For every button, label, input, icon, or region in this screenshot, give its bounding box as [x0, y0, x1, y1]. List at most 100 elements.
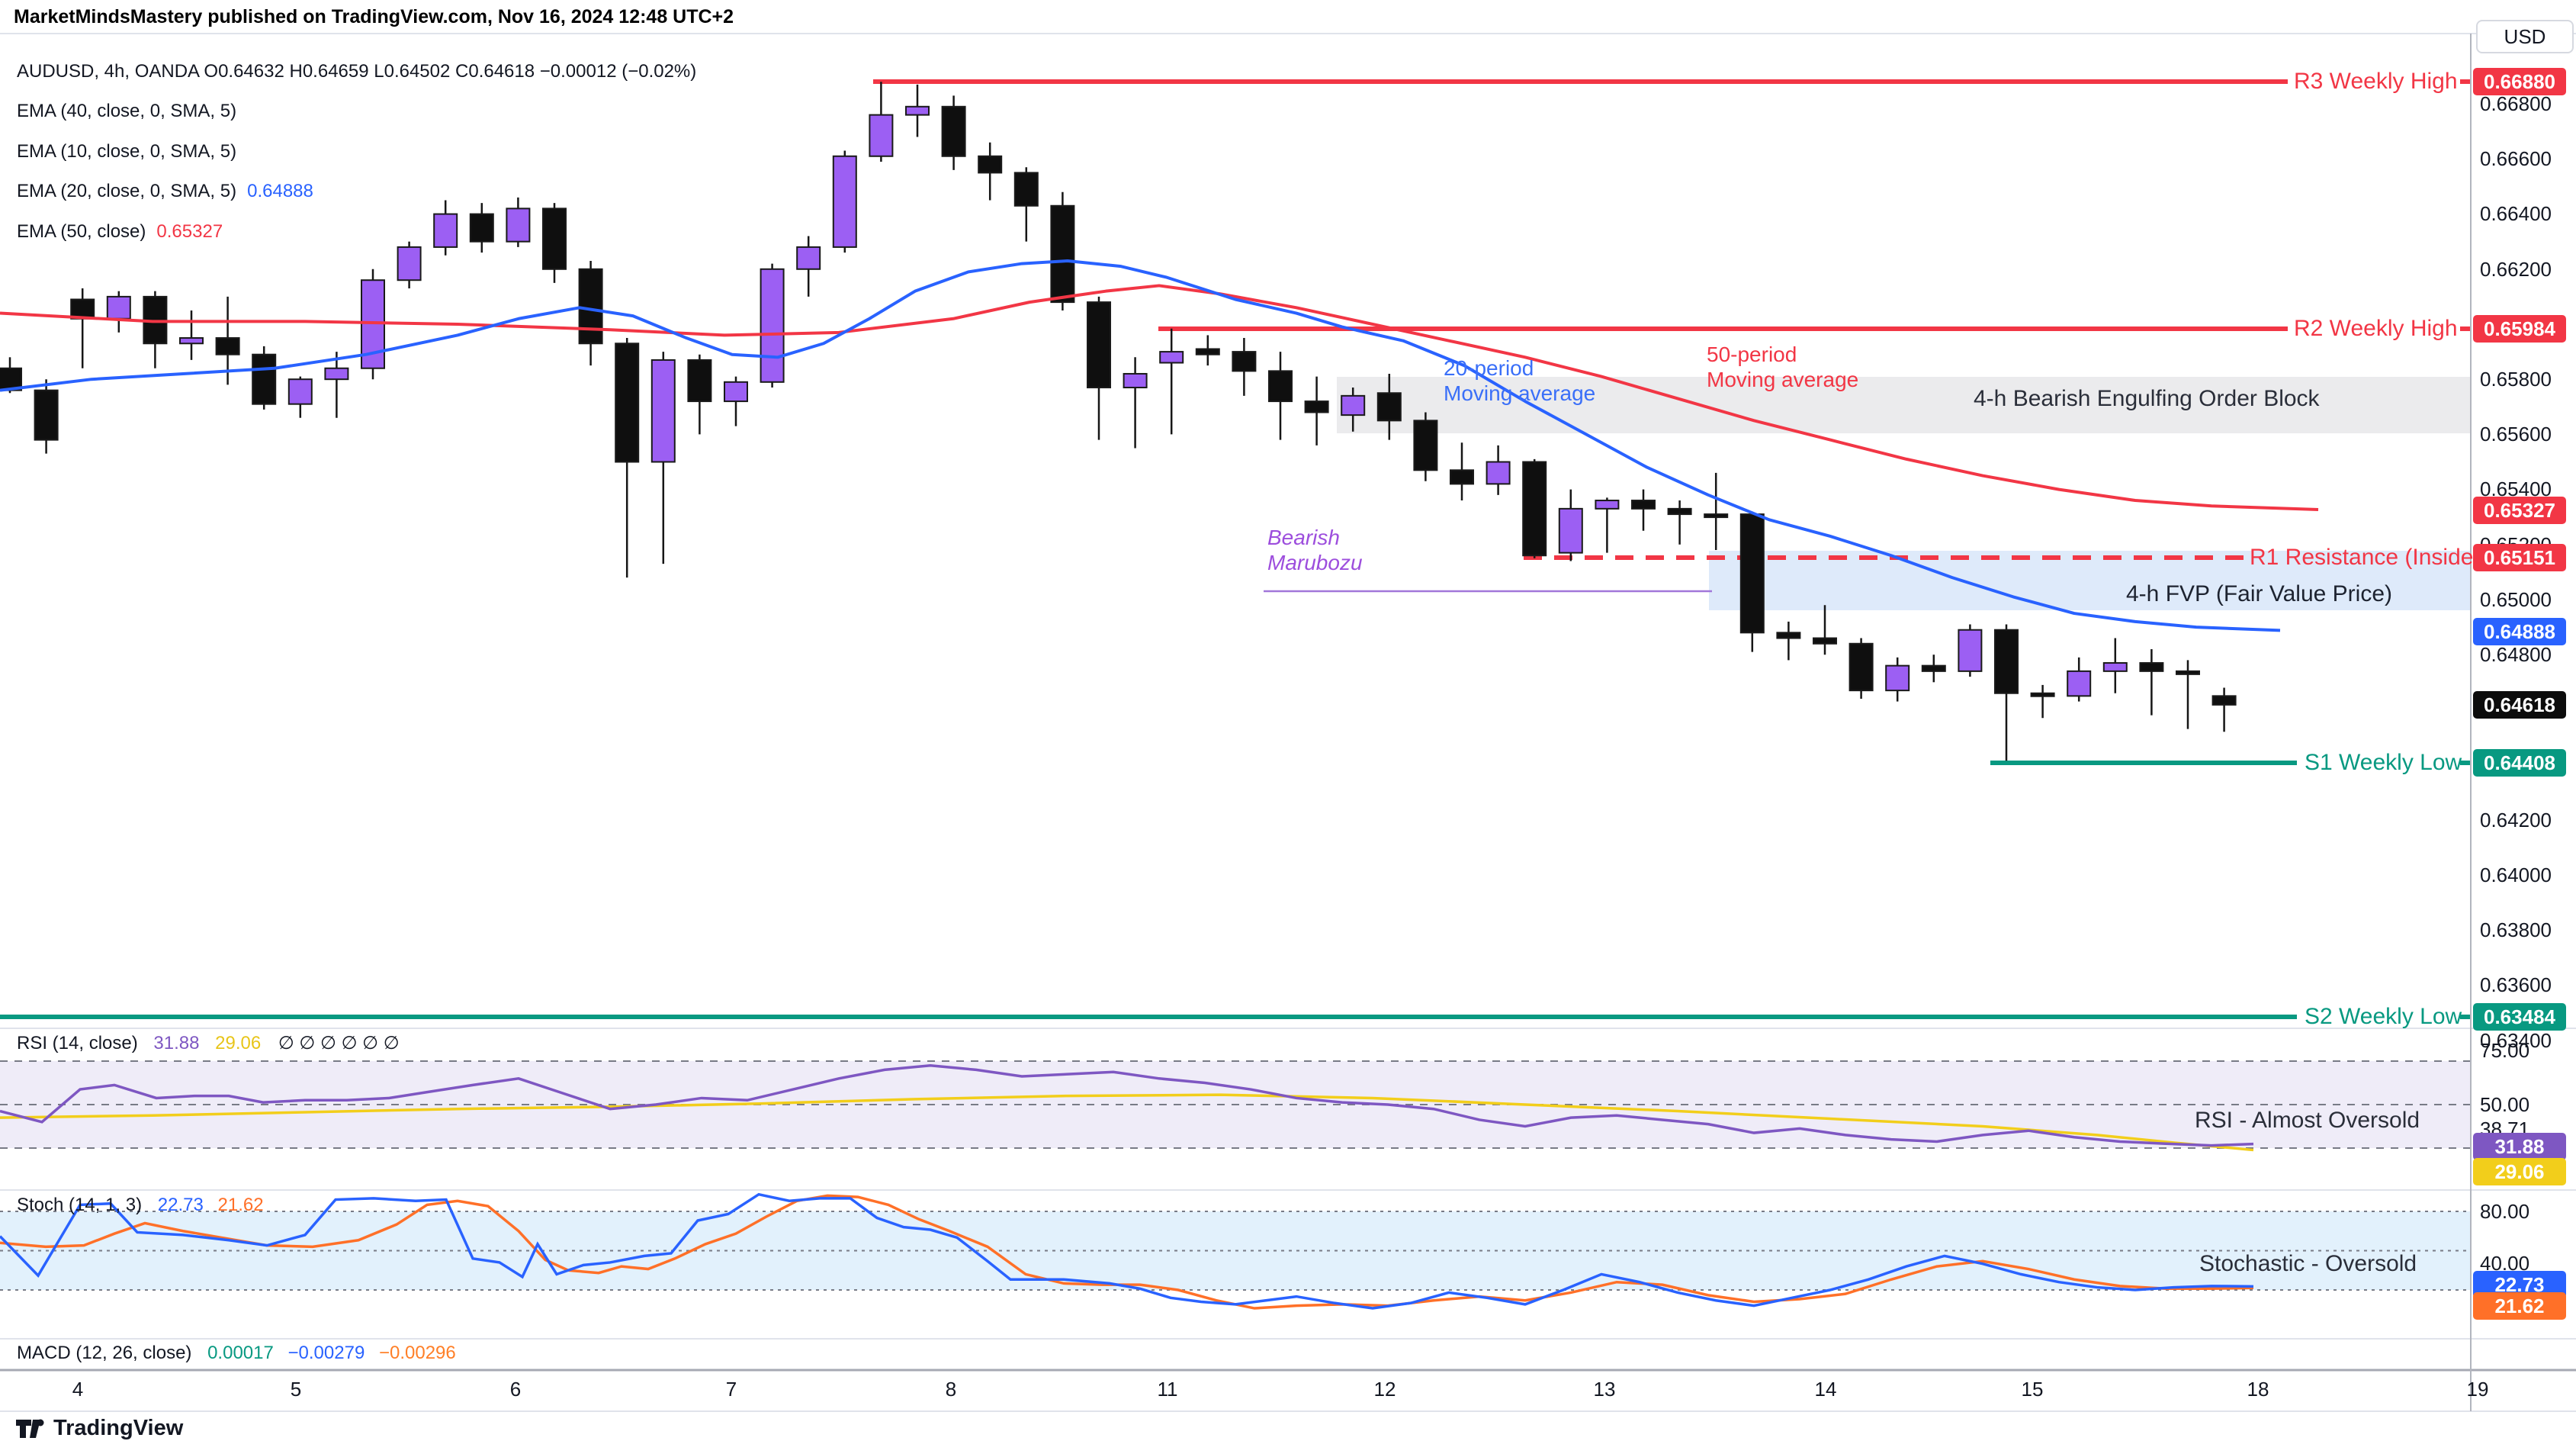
scale-tick: 0.66400	[2480, 201, 2552, 225]
candle-body	[252, 353, 277, 405]
macd-legend[interactable]: MACD (12, 26, close) 0.00017 −0.00279 −0…	[17, 1343, 456, 1364]
price-badge: 0.65984	[2473, 315, 2566, 343]
price-badge: 0.66880	[2473, 68, 2566, 95]
scale-tick: 0.65600	[2480, 422, 2552, 445]
time-tick: 14	[1814, 1378, 1837, 1401]
candle-body	[1848, 642, 1874, 692]
legend-ema50[interactable]: EMA (50, close) 0.65327	[17, 220, 696, 242]
time-tick: 7	[725, 1378, 737, 1401]
s2-weekly-low-label: S2 Weekly Low	[2305, 1004, 2462, 1029]
candle-body	[941, 105, 966, 157]
candle-body	[1595, 500, 1620, 510]
stoch-note-label: Stochastic - Oversold	[2199, 1251, 2417, 1276]
candle-body	[1813, 637, 1837, 645]
legend-ema10[interactable]: EMA (10, close, 0, SMA, 5)	[17, 140, 696, 162]
candle-body	[2139, 662, 2164, 672]
symbol-ohlc-text: AUDUSD, 4h, OANDA O0.64632 H0.64659 L0.6…	[17, 60, 697, 82]
price-badge: 0.63484	[2473, 1003, 2566, 1031]
time-tick: 8	[945, 1378, 957, 1401]
candle-body	[1667, 507, 1692, 516]
candle-body	[1739, 513, 1765, 634]
candle-body	[469, 213, 494, 243]
candle-body	[1885, 664, 1910, 692]
stoch-k-line[interactable]	[0, 1192, 2254, 1310]
time-tick: 13	[1593, 1378, 1616, 1401]
candle-body	[70, 298, 95, 320]
candle-body	[106, 295, 131, 320]
stoch-k-value: 22.73	[157, 1195, 204, 1215]
candle-body	[1776, 632, 1801, 639]
legend-ema20[interactable]: EMA (20, close, 0, SMA, 5) 0.64888	[17, 181, 696, 201]
candle-body	[1123, 372, 1148, 389]
time-axis[interactable]	[0, 1370, 2576, 1411]
time-tick: 12	[1373, 1378, 1396, 1401]
published-line: MarketMindsMastery published on TradingV…	[14, 6, 734, 27]
price-badge: 0.65151	[2473, 544, 2566, 571]
price-badge: 0.64888	[2473, 618, 2566, 645]
rsi-value: 31.88	[153, 1033, 200, 1053]
candle-body	[1376, 392, 1402, 422]
ma50-note-label: 50-period Moving average	[1707, 343, 1859, 392]
rsi-badge: 31.88	[2473, 1133, 2566, 1160]
candle-body	[1268, 370, 1293, 403]
rsi-note-label: RSI - Almost Oversold	[2195, 1108, 2420, 1133]
scale-tick: 0.66600	[2480, 146, 2552, 170]
rsi-zero-values: ∅ ∅ ∅ ∅ ∅ ∅	[278, 1033, 400, 1053]
candle-body	[1522, 461, 1547, 557]
ema10-label: EMA (10, close, 0, SMA, 5)	[17, 140, 237, 162]
tradingview-brand-text: TradingView	[53, 1416, 184, 1440]
rsi-ma-line[interactable]	[0, 1093, 2254, 1152]
ema20-line[interactable]	[0, 259, 2281, 632]
macd-label: MACD (12, 26, close)	[17, 1343, 192, 1363]
stoch-label: Stoch (14, 1, 3)	[17, 1195, 143, 1215]
s1-weekly-low-label: S1 Weekly Low	[2305, 750, 2462, 775]
symbol-ohlc-row[interactable]: AUDUSD, 4h, OANDA O0.64632 H0.64659 L0.6…	[17, 60, 697, 82]
candle-body	[1413, 420, 1438, 471]
candle-body	[2067, 670, 2092, 697]
fvp-band	[1709, 551, 2471, 610]
candle-body	[578, 268, 603, 345]
candle-body	[34, 389, 59, 441]
candle-body	[1704, 513, 1729, 519]
stoch-badge: 21.62	[2473, 1292, 2566, 1320]
candle-body	[179, 337, 204, 345]
tradingview-attribution[interactable]: TradingView	[15, 1416, 183, 1441]
stoch-d-line[interactable]	[0, 1194, 2254, 1310]
candle-body	[1921, 664, 1946, 672]
ema50-line[interactable]	[0, 284, 2319, 511]
ema50-value: 0.65327	[156, 220, 223, 242]
scale-tick: 50.00	[2480, 1092, 2530, 1116]
candle-body	[1558, 507, 1583, 554]
candle-body	[650, 359, 676, 463]
usd-currency-button[interactable]: USD	[2476, 20, 2574, 53]
rsi-legend[interactable]: RSI (14, close) 31.88 29.06 ∅ ∅ ∅ ∅ ∅ ∅	[17, 1033, 400, 1054]
candle-body	[1341, 394, 1366, 417]
candle-body	[796, 246, 821, 270]
rsi-ma-value: 29.06	[215, 1033, 262, 1053]
time-tick: 15	[2021, 1378, 2044, 1401]
candle-body	[506, 207, 531, 243]
rsi-line[interactable]	[0, 1063, 2254, 1147]
time-tick: 6	[509, 1378, 522, 1401]
candle-body	[978, 155, 1003, 174]
candle-body	[1013, 172, 1039, 207]
tradingview-logo-icon	[16, 1419, 44, 1438]
candle-body	[615, 343, 640, 463]
candle-body	[1450, 469, 1474, 485]
scale-tick: 0.65400	[2480, 477, 2552, 500]
stoch-legend[interactable]: Stoch (14, 1, 3) 22.73 21.62	[17, 1195, 264, 1216]
candle-body	[687, 359, 712, 403]
scale-tick: 0.66200	[2480, 257, 2552, 281]
legend-ema40[interactable]: EMA (40, close, 0, SMA, 5)	[17, 101, 696, 122]
scale-tick: 0.65000	[2480, 587, 2552, 611]
candle-body	[2176, 670, 2200, 675]
scale-tick: 0.63800	[2480, 918, 2552, 941]
candle-body	[760, 268, 785, 383]
candle-body	[2102, 662, 2128, 672]
price-badge: 0.65327	[2473, 497, 2566, 524]
candle-body	[905, 105, 930, 116]
order-block-label: 4-h Bearish Engulfing Order Block	[1974, 386, 2320, 411]
ema40-label: EMA (40, close, 0, SMA, 5)	[17, 101, 237, 122]
